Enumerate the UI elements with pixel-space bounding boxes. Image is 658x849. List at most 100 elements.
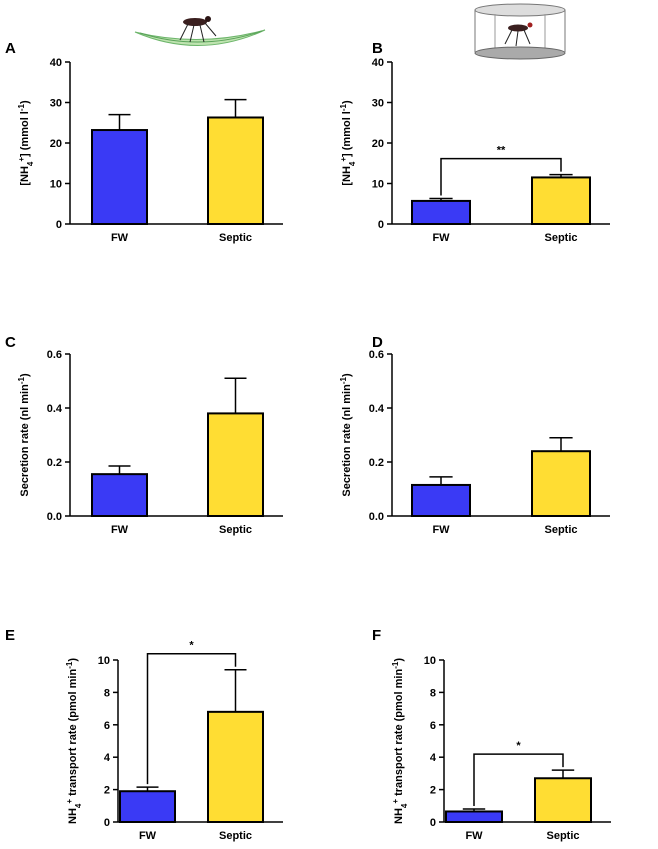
y-tick-label: 6 [430,720,436,732]
y-axis-label-part: transport rate (pmol min [67,669,79,799]
y-axis-label-part: + [391,799,400,804]
bar [207,412,264,517]
y-axis-label: [NH4+] (mmol l-1) [17,100,35,186]
y-tick-label: 0.0 [47,511,62,523]
y-tick-label: 0.2 [47,457,62,469]
y-tick-label: 2 [430,785,436,797]
cage-icon [474,3,566,60]
y-axis-label-part: -1 [339,376,348,384]
panel-label: C [5,334,16,351]
y-axis-label-part: -1 [391,661,400,669]
y-axis-label-part: 4 [348,161,357,166]
bar [411,483,471,518]
y-axis-label-part: NH [67,808,79,824]
y-axis-label-part: Secretion rate (nl min [19,384,31,497]
y-tick-label: 40 [372,57,384,69]
bar [531,176,591,226]
bar [91,129,148,225]
panel-label: F [372,627,381,644]
y-tick-label: 0 [430,817,436,829]
panel-label: D [372,334,383,351]
y-axis-label: NH4+ transport rate (pmol min-1) [391,658,409,824]
y-axis-label-part: [NH [341,166,353,186]
x-tick-label: FW [432,524,450,536]
x-tick-label: Septic [544,524,577,536]
y-axis-label-part: 4 [74,803,83,808]
bar [534,777,592,824]
bar [411,199,471,225]
significance-bracket [440,157,562,196]
y-tick-label: 30 [50,98,62,110]
y-axis-label: NH4+ transport rate (pmol min-1) [65,658,83,824]
leaf-icon [134,16,266,46]
y-axis-label: Secretion rate (nl min-1) [17,373,32,497]
y-axis-label-part: -1 [17,376,26,384]
x-tick-label: FW [465,830,483,842]
y-tick-label: 0 [56,219,62,231]
x-tick-label: Septic [219,830,252,842]
y-tick-label: 4 [104,752,111,764]
y-axis-label-part: + [339,157,348,162]
bar [531,450,591,518]
significance-label: * [189,640,194,652]
panel-label: B [372,40,383,57]
y-axis-label-part: + [17,157,26,162]
y-tick-label: 20 [50,138,62,150]
y-tick-label: 0.2 [369,457,384,469]
significance-label: * [516,740,521,752]
y-axis-label-part: -1 [65,661,74,669]
x-tick-label: Septic [219,232,252,244]
y-axis-label-part: 4 [400,803,409,808]
bar [207,116,264,225]
bar [445,810,503,823]
y-tick-label: 0.4 [47,403,63,415]
y-axis-label: Secretion rate (nl min-1) [339,373,354,497]
panel-label: E [5,627,15,644]
y-tick-label: 10 [98,655,110,667]
x-tick-label: FW [111,232,129,244]
significance-label: ** [497,145,506,157]
y-axis-label-part: -1 [339,103,348,111]
y-axis-label: [NH4+] (mmol l-1) [339,100,357,186]
y-tick-label: 0 [104,817,110,829]
bar [207,710,264,824]
y-axis-label-part: ) [67,658,79,662]
y-tick-label: 2 [104,785,110,797]
x-tick-label: FW [139,830,157,842]
x-tick-label: Septic [546,830,579,842]
y-axis-label-part: transport rate (pmol min [393,669,405,799]
y-axis-label-part: ] (mmol l [19,111,31,157]
x-tick-label: FW [111,524,129,536]
y-axis-label-part: ) [19,100,31,104]
y-tick-label: 8 [430,687,436,699]
panel-label: A [5,40,16,57]
y-axis-label-part: ) [19,373,31,377]
y-tick-label: 20 [372,138,384,150]
y-tick-label: 30 [372,98,384,110]
y-tick-label: 0.4 [369,403,385,415]
y-axis-label-part: NH [393,808,405,824]
y-axis-label-part: 4 [26,161,35,166]
significance-bracket [473,753,564,807]
y-tick-label: 10 [424,655,436,667]
y-tick-label: 0 [378,219,384,231]
y-tick-label: 10 [372,179,384,191]
y-tick-label: 40 [50,57,62,69]
y-axis-label-part: -1 [17,103,26,111]
y-axis-label-part: ) [341,100,353,104]
y-tick-label: 6 [104,720,110,732]
y-axis-label-part: ] (mmol l [341,111,353,157]
y-axis-label-part: ) [393,658,405,662]
y-tick-label: 0.0 [369,511,384,523]
x-tick-label: Septic [219,524,252,536]
x-tick-label: FW [432,232,450,244]
y-tick-label: 8 [104,687,110,699]
y-tick-label: 10 [50,179,62,191]
y-axis-label-part: + [65,799,74,804]
y-axis-label-part: [NH [19,166,31,186]
y-tick-label: 4 [430,752,437,764]
bar [119,790,176,823]
significance-bracket [146,652,237,785]
